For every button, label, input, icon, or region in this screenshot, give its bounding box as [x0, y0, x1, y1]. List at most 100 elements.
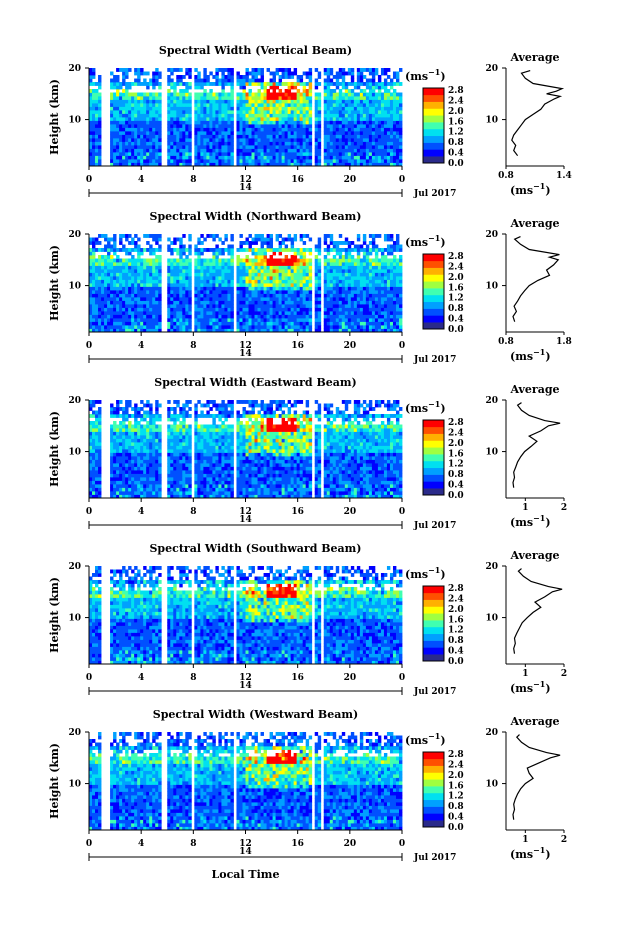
heatmap-cell: [260, 134, 264, 139]
heatmap-cell: [263, 82, 267, 86]
heatmap-cell: [218, 134, 222, 139]
heatmap-cell: [308, 96, 313, 100]
heatmap-cell: [275, 162, 280, 167]
heatmap-cell: [200, 134, 204, 139]
heatmap-cell: [299, 234, 304, 238]
heatmap-cell: [350, 321, 355, 326]
heatmap-cell: [113, 234, 117, 238]
heatmap-cell: [95, 162, 99, 167]
heatmap-cell: [128, 251, 132, 256]
heatmap-cell: [230, 234, 234, 238]
y-tick-label: 10: [68, 116, 81, 126]
heatmap-cell: [377, 290, 382, 294]
heatmap-cell: [317, 311, 322, 315]
heatmap-cell: [158, 255, 162, 259]
heatmap-cell: [134, 272, 138, 277]
heatmap-cell: [203, 293, 207, 298]
heatmap-cell: [155, 314, 159, 319]
heatmap-cell: [242, 290, 246, 294]
heatmap-cell: [224, 318, 228, 322]
heatmap-cell: [275, 300, 280, 305]
heatmap-cell: [173, 290, 177, 294]
heatmap-cell: [179, 117, 183, 121]
heatmap-cell: [125, 117, 129, 121]
heatmap-cell: [317, 244, 322, 249]
heatmap-cell: [245, 255, 249, 259]
heatmap-cell: [356, 300, 361, 305]
heatmap-cell: [362, 234, 367, 238]
heatmap-cell: [308, 89, 313, 93]
heatmap-cell: [284, 307, 289, 312]
heatmap-cell: [359, 244, 364, 249]
heatmap-cell: [206, 276, 210, 280]
heatmap-cell: [308, 251, 313, 256]
heatmap-cell: [245, 237, 249, 242]
heatmap-cell: [206, 265, 210, 270]
heatmap-cell: [218, 297, 222, 301]
heatmap-cell: [245, 297, 249, 301]
heatmap-cell: [299, 293, 304, 298]
heatmap-cell: [242, 162, 246, 167]
heatmap-cell: [149, 311, 153, 315]
heatmap-cell: [248, 290, 252, 294]
heatmap-cell: [305, 127, 310, 132]
heatmap-cell: [353, 318, 358, 322]
heatmap-cell: [383, 71, 388, 76]
heatmap-cell: [203, 82, 207, 86]
heatmap-cell: [344, 297, 349, 301]
heatmap-cell: [137, 110, 141, 114]
heatmap-cell: [173, 113, 177, 118]
heatmap-cell: [335, 311, 340, 315]
heatmap-cell: [323, 89, 328, 93]
heatmap-cell: [302, 113, 307, 118]
heatmap-cell: [134, 328, 138, 333]
heatmap-cell: [347, 68, 352, 72]
heatmap-cell: [155, 318, 159, 322]
heatmap-cell: [272, 258, 276, 263]
heatmap-cell: [155, 307, 159, 312]
heatmap-cell: [149, 113, 153, 118]
heatmap-cell: [341, 248, 346, 252]
heatmap-cell: [299, 78, 304, 83]
heatmap-cell: [272, 262, 276, 266]
heatmap-cell: [251, 148, 255, 153]
heatmap-cell: [227, 120, 231, 125]
heatmap-cell: [185, 255, 189, 259]
heatmap-cell: [170, 258, 174, 263]
heatmap-cell: [128, 258, 132, 263]
heatmap-cell: [383, 293, 388, 298]
heatmap-cell: [299, 325, 304, 329]
heatmap-cell: [341, 272, 346, 277]
heatmap-cell: [383, 234, 388, 238]
heatmap-cell: [398, 311, 403, 315]
heatmap-cell: [110, 124, 114, 128]
heatmap-cell: [281, 131, 286, 135]
heatmap-cell: [374, 262, 379, 266]
heatmap-cell: [380, 82, 385, 86]
heatmap-cell: [308, 145, 313, 149]
heatmap-cell: [251, 307, 255, 312]
heatmap-cell: [386, 248, 391, 252]
heatmap-cell: [371, 131, 376, 135]
heatmap-cell: [383, 141, 388, 146]
heatmap-cell: [350, 141, 355, 146]
heatmap-cell: [266, 138, 270, 142]
heatmap-cell: [227, 155, 231, 160]
heatmap-cell: [269, 237, 273, 242]
heatmap-cell: [371, 71, 376, 76]
heatmap-cell: [302, 131, 307, 135]
heatmap-cell: [131, 96, 135, 100]
heatmap-cell: [389, 283, 394, 287]
heatmap-cell: [335, 283, 340, 287]
heatmap-cell: [350, 241, 355, 245]
heatmap-cell: [290, 124, 295, 128]
heatmap-cell: [188, 283, 192, 287]
heatmap-cell: [338, 276, 343, 280]
heatmap-cell: [152, 269, 156, 273]
heatmap-cell: [170, 279, 174, 284]
heatmap-cell: [215, 131, 219, 135]
heatmap-cell: [338, 89, 343, 93]
heatmap-cell: [119, 152, 123, 156]
heatmap-cell: [323, 307, 328, 312]
heatmap-cell: [176, 145, 180, 149]
